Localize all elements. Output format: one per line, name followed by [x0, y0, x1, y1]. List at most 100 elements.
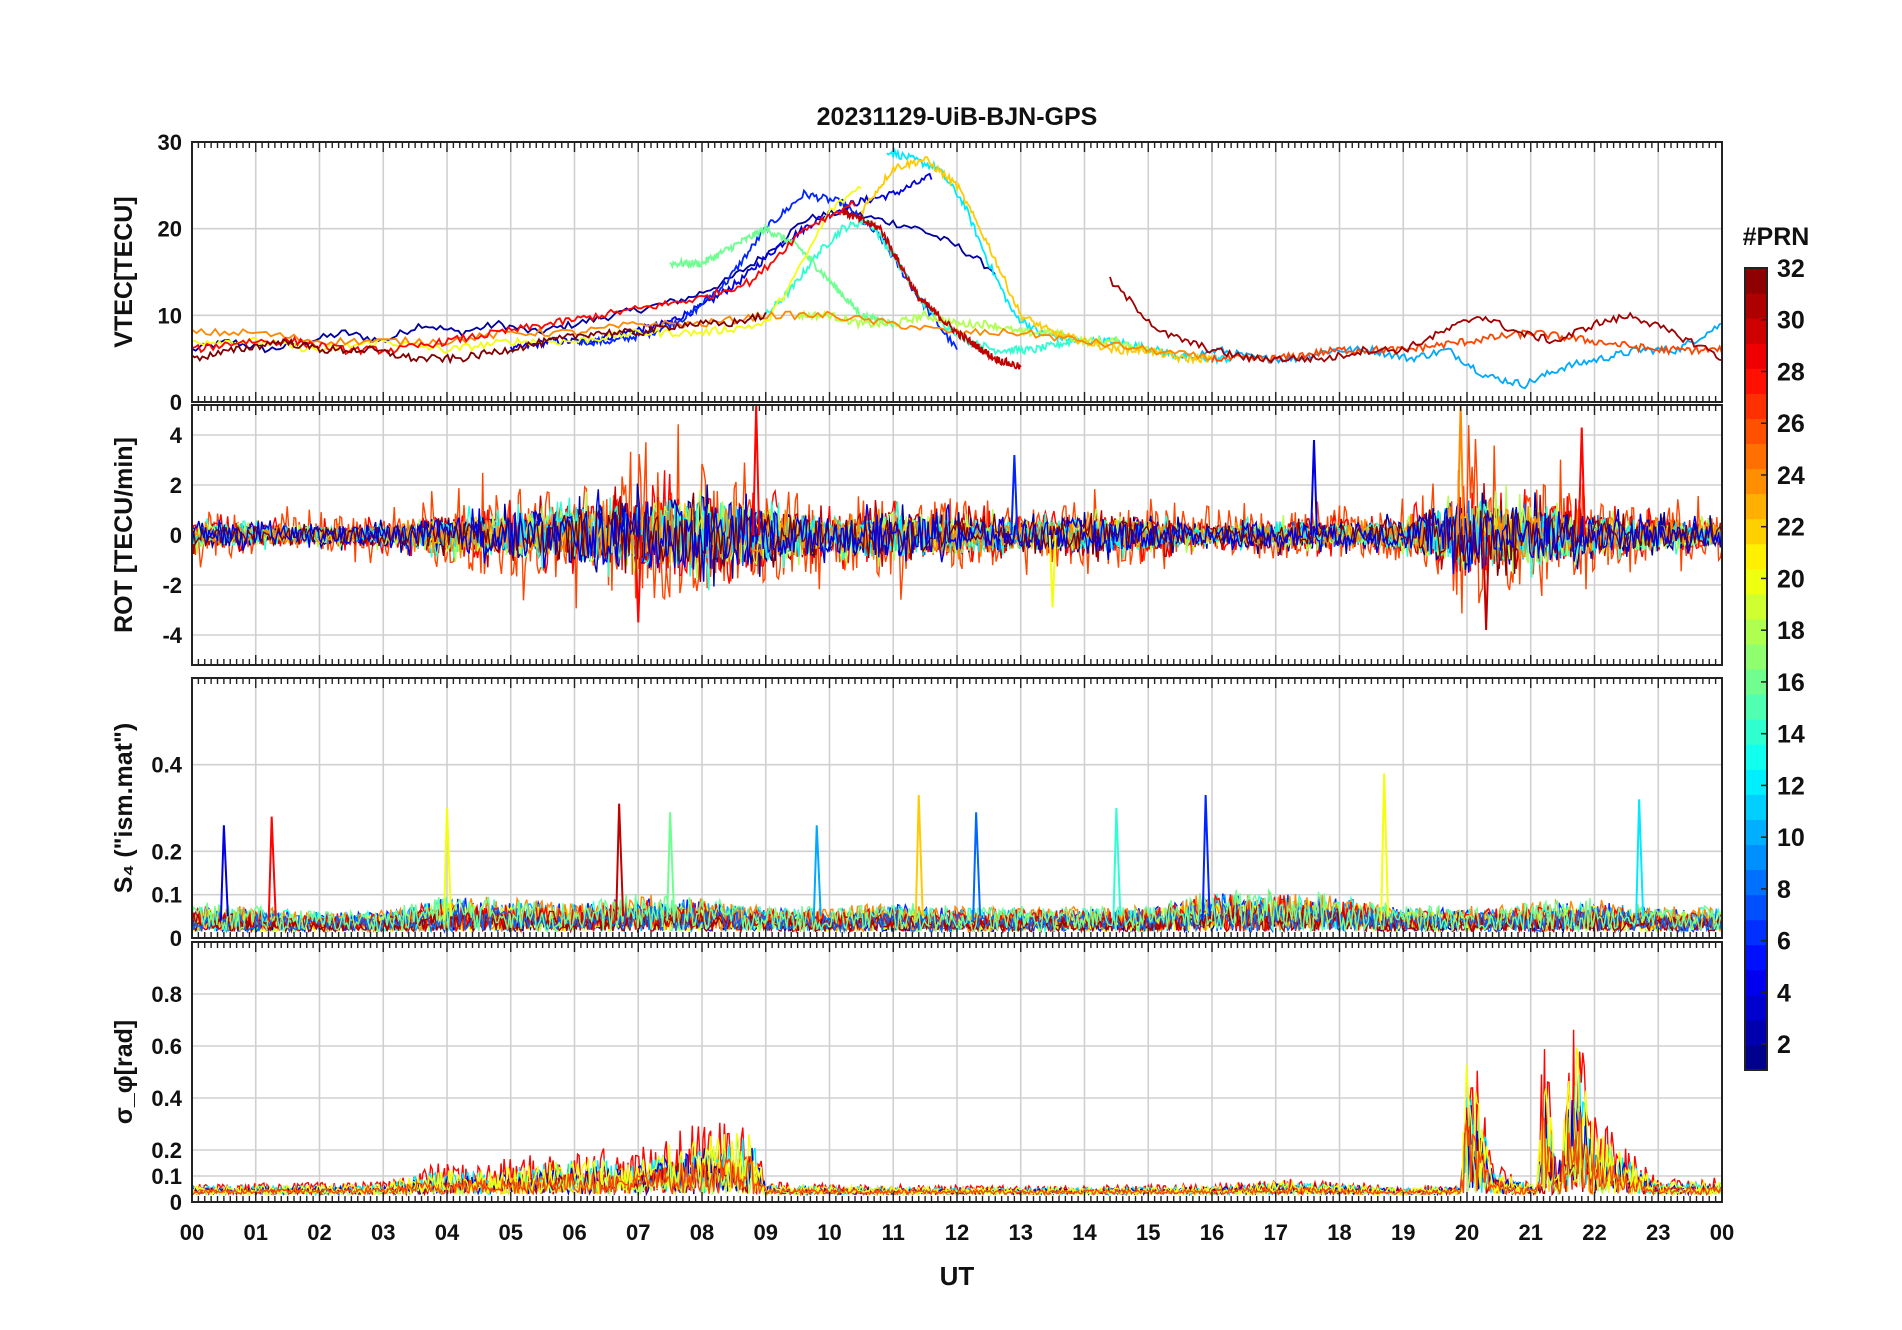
y-tick-label: -4 — [162, 623, 182, 648]
s4-y-label: S₄ ("ism.mat") — [110, 723, 138, 893]
x-tick-label: 12 — [945, 1220, 969, 1245]
x-axis-label: UT — [940, 1261, 975, 1291]
colorbar-segment — [1745, 393, 1767, 419]
chart-title: 20231129-UiB-BJN-GPS — [817, 103, 1098, 131]
y-tick-label: -2 — [162, 573, 182, 598]
colorbar-segment — [1745, 593, 1767, 620]
rot-spike — [1048, 534, 1057, 608]
y-tick-label: 0 — [170, 523, 182, 548]
s4-panel: 0 0.1 0.2 0.4 S₄ ("ism.mat") — [110, 677, 1723, 951]
vtec-series-prn-20 — [192, 185, 862, 354]
s4-spike — [1635, 799, 1645, 921]
y-tick-label: 0 — [170, 1190, 182, 1215]
y-tick-label: 4 — [170, 423, 183, 448]
colorbar-segment — [1745, 568, 1767, 595]
rot-spike — [1010, 454, 1019, 536]
rot-panel: -4 -2 0 2 4 ROT [TECU/min] — [110, 404, 1723, 666]
x-tick-label: 16 — [1200, 1220, 1224, 1245]
colorbar-segment — [1745, 744, 1767, 770]
colorbar-segment — [1745, 293, 1767, 319]
rot-spike — [1310, 439, 1318, 536]
x-tick-label: 09 — [754, 1220, 778, 1245]
colorbar-tick-label: 8 — [1777, 876, 1791, 904]
y-tick-label: 20 — [158, 217, 182, 242]
colorbar-segment — [1745, 694, 1767, 720]
vtec-series-prn-22 — [860, 155, 1213, 366]
colorbar-segment — [1745, 869, 1767, 896]
x-tick-label: 15 — [1136, 1220, 1160, 1245]
colorbar-segment — [1745, 418, 1767, 445]
colorbar-segment — [1745, 919, 1767, 946]
vtec-series-group — [191, 147, 1723, 390]
x-tick-label: 21 — [1519, 1220, 1543, 1245]
colorbar-tick-label: 26 — [1777, 410, 1805, 438]
x-tick-label: 19 — [1391, 1220, 1415, 1245]
colorbar-segment — [1745, 643, 1767, 670]
colorbar-segment — [1745, 844, 1767, 871]
vtec-series-prn-31 — [1109, 276, 1723, 364]
colorbar-segment — [1745, 669, 1767, 695]
x-tick-label: 10 — [817, 1220, 841, 1245]
s4-spike — [219, 825, 229, 921]
s4-series-group — [191, 773, 1723, 935]
x-tick-label: 14 — [1072, 1220, 1097, 1245]
vtec-series-prn-32 — [191, 311, 767, 365]
s4-spike — [914, 794, 924, 921]
x-tick-label: 22 — [1582, 1220, 1606, 1245]
y-tick-label: 0.4 — [151, 1086, 182, 1111]
vtec-series-prn-26 — [1211, 329, 1723, 365]
vtec-series-prn-24 — [191, 310, 1213, 362]
rot-series-prn-4 — [191, 489, 1723, 582]
y-tick-label: 0.4 — [151, 753, 182, 778]
colorbar-tick-label: 2 — [1777, 1031, 1791, 1059]
x-tick-label: 18 — [1327, 1220, 1351, 1245]
x-tick-label: 08 — [690, 1220, 714, 1245]
rot-y-label: ROT [TECU/min] — [110, 437, 138, 633]
s4-spike — [972, 812, 982, 921]
colorbar-tick-label: 16 — [1777, 669, 1805, 697]
vtec-y-label: VTEC[TECU] — [110, 196, 138, 347]
x-tick-label: 00 — [180, 1220, 204, 1245]
colorbar-tick-label: 18 — [1777, 617, 1805, 645]
colorbar-segment — [1745, 819, 1767, 846]
x-tick-label: 13 — [1009, 1220, 1033, 1245]
vtec-series-prn-2 — [191, 207, 996, 354]
rot-spike — [634, 534, 643, 623]
x-tick-labels: 00 01 02 03 04 05 06 07 08 09 10 11 12 13 14 15 16 17 18 19… — [180, 1220, 1734, 1245]
y-tick-label: 0 — [170, 926, 182, 951]
colorbar-segment — [1745, 543, 1767, 570]
vtec-series-prn-18 — [796, 309, 1150, 353]
colorbar-segment — [1745, 1044, 1767, 1071]
colorbar-tick-label: 28 — [1777, 358, 1805, 386]
vtec-panel: 0 10 20 30 VTEC[TECU] — [110, 130, 1723, 415]
x-tick-label: 06 — [562, 1220, 586, 1245]
s4-spike — [267, 816, 277, 921]
y-tick-label: 10 — [158, 303, 182, 328]
colorbar-label: #PRN — [1743, 223, 1810, 251]
colorbar-tick-label: 6 — [1777, 928, 1791, 956]
x-tick-label: 20 — [1455, 1220, 1479, 1245]
colorbar-segment — [1745, 443, 1767, 470]
x-tick-label: 05 — [499, 1220, 523, 1245]
rot-series-prn-26 — [192, 424, 1723, 614]
y-tick-label: 0.2 — [151, 839, 182, 864]
y-tick-label: 30 — [158, 130, 182, 155]
colorbar-segment — [1745, 944, 1767, 971]
colorbar-tick-label: 10 — [1777, 824, 1805, 852]
s4-spike — [666, 812, 676, 921]
colorbar-tick-label: 30 — [1777, 307, 1805, 335]
colorbar-tick-label: 14 — [1777, 721, 1805, 749]
x-tick-label: 04 — [435, 1220, 460, 1245]
vtec-series-prn-30 — [841, 208, 1022, 370]
colorbar-tick-label: 22 — [1777, 514, 1805, 542]
colorbar-segment — [1745, 769, 1767, 795]
colorbar-segment — [1745, 618, 1767, 645]
colorbar-segment — [1745, 1019, 1767, 1046]
s4-spike — [1112, 807, 1122, 921]
colorbar-segment — [1745, 794, 1767, 820]
y-tick-label: 0.6 — [151, 1034, 182, 1059]
colorbar-border — [1744, 267, 1768, 1071]
sigphi-y-label: σ_φ[rad] — [110, 1020, 138, 1124]
